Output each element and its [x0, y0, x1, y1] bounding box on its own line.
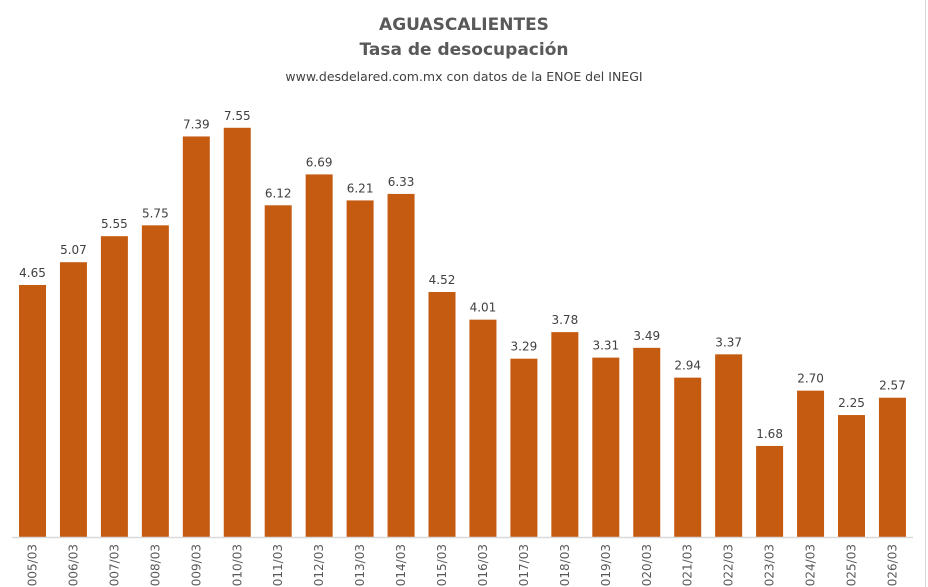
x-tick-label: 2012/03: [312, 544, 326, 587]
x-tick-label: 2013/03: [353, 544, 367, 587]
data-label: 6.21: [347, 181, 374, 195]
data-label: 3.37: [715, 335, 742, 349]
bar: [838, 415, 865, 537]
bar: [141, 225, 169, 537]
x-tick-label: 2019/03: [599, 544, 613, 587]
bar: [551, 332, 579, 537]
x-tick-label: 2025/03: [845, 544, 859, 587]
x-tick-label: 2021/03: [681, 544, 695, 587]
data-label: 3.78: [551, 313, 578, 327]
x-tick-label: 2009/03: [189, 544, 203, 587]
data-label: 1.68: [756, 427, 783, 441]
data-label: 7.55: [224, 109, 251, 123]
data-label: 4.52: [429, 273, 456, 287]
data-label: 6.12: [265, 186, 292, 200]
x-tick-label: 2005/03: [26, 544, 40, 587]
x-tick-label: 2024/03: [804, 544, 818, 587]
chart-border: [925, 0, 926, 587]
bar: [510, 358, 538, 537]
x-tick-label: 2008/03: [148, 544, 162, 587]
bar: [264, 205, 292, 537]
bar: [182, 136, 210, 537]
x-tick-label: 2006/03: [66, 544, 80, 587]
bar: [756, 445, 784, 537]
bar: [674, 377, 702, 537]
data-label: 2.57: [879, 379, 906, 393]
bar: [305, 174, 333, 538]
x-tick-label: 2017/03: [517, 544, 531, 587]
data-label: 4.65: [19, 266, 46, 280]
data-label: 2.94: [674, 359, 701, 373]
x-tick-label: 2016/03: [476, 544, 490, 587]
data-label: 5.75: [142, 206, 169, 220]
data-label: 7.39: [183, 117, 210, 131]
data-label: 6.33: [388, 175, 415, 189]
data-label: 5.07: [60, 243, 87, 257]
bar: [592, 357, 620, 537]
data-label: 3.31: [592, 339, 619, 353]
x-tick-label: 2011/03: [271, 544, 285, 587]
x-tick-label: 2007/03: [107, 544, 121, 587]
data-label: 2.25: [838, 396, 865, 410]
data-label: 3.29: [511, 340, 538, 354]
x-tick-label: 2015/03: [435, 544, 449, 587]
bar: [878, 397, 906, 537]
bar: [19, 284, 46, 537]
x-tick-label: 2022/03: [722, 544, 736, 587]
x-tick-label: 2020/03: [640, 544, 654, 587]
x-tick-label: 2023/03: [763, 544, 777, 587]
bar: [715, 354, 743, 537]
data-label: 3.49: [633, 329, 660, 343]
bar: [59, 262, 87, 537]
x-tick-label: 2018/03: [558, 544, 572, 587]
bar: [223, 127, 251, 537]
bar: [633, 347, 661, 537]
bar: [346, 200, 374, 537]
bar: [428, 292, 456, 537]
data-label: 5.55: [101, 217, 128, 231]
chart-source: www.desdelared.com.mx con datos de la EN…: [285, 69, 643, 84]
data-label: 6.69: [306, 155, 333, 169]
data-label: 4.01: [470, 301, 497, 315]
x-tick-label: 2010/03: [230, 544, 244, 587]
data-label: 2.70: [797, 372, 824, 386]
bar: [797, 390, 825, 537]
bar: [387, 193, 415, 537]
x-tick-label: 2014/03: [394, 544, 408, 587]
chart-subtitle: Tasa de desocupación: [359, 40, 569, 60]
x-tick-label: 2026/03: [885, 544, 899, 587]
bar: [100, 236, 128, 537]
chart-title: AGUASCALIENTES: [379, 15, 549, 35]
bar: [469, 319, 497, 537]
